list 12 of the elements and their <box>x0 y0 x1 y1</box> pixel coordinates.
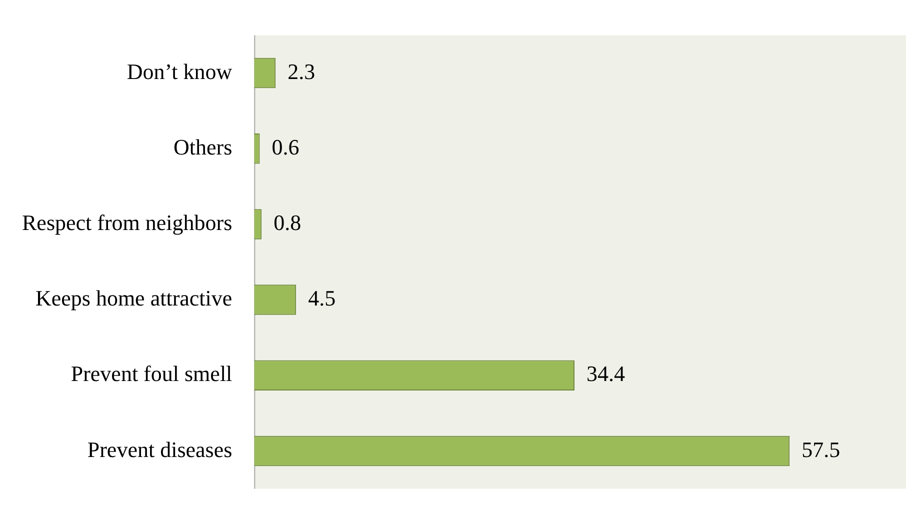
y-tick-label: Don’t know <box>126 58 232 84</box>
data-label: 0.6 <box>272 134 300 160</box>
y-tick-label: Prevent diseases <box>87 436 232 462</box>
data-label: 0.8 <box>274 210 302 235</box>
y-tick-label: Keeps home attractive <box>35 286 232 311</box>
data-label: 4.5 <box>308 286 336 311</box>
y-tick-label: Respect from neighbors <box>22 210 232 235</box>
y-tick-label: Others <box>174 134 232 160</box>
data-label: 2.3 <box>288 58 316 84</box>
y-tick-label: Prevent foul smell <box>70 361 232 386</box>
data-label: 34.4 <box>586 361 625 386</box>
data-label: 57.5 <box>802 436 840 462</box>
